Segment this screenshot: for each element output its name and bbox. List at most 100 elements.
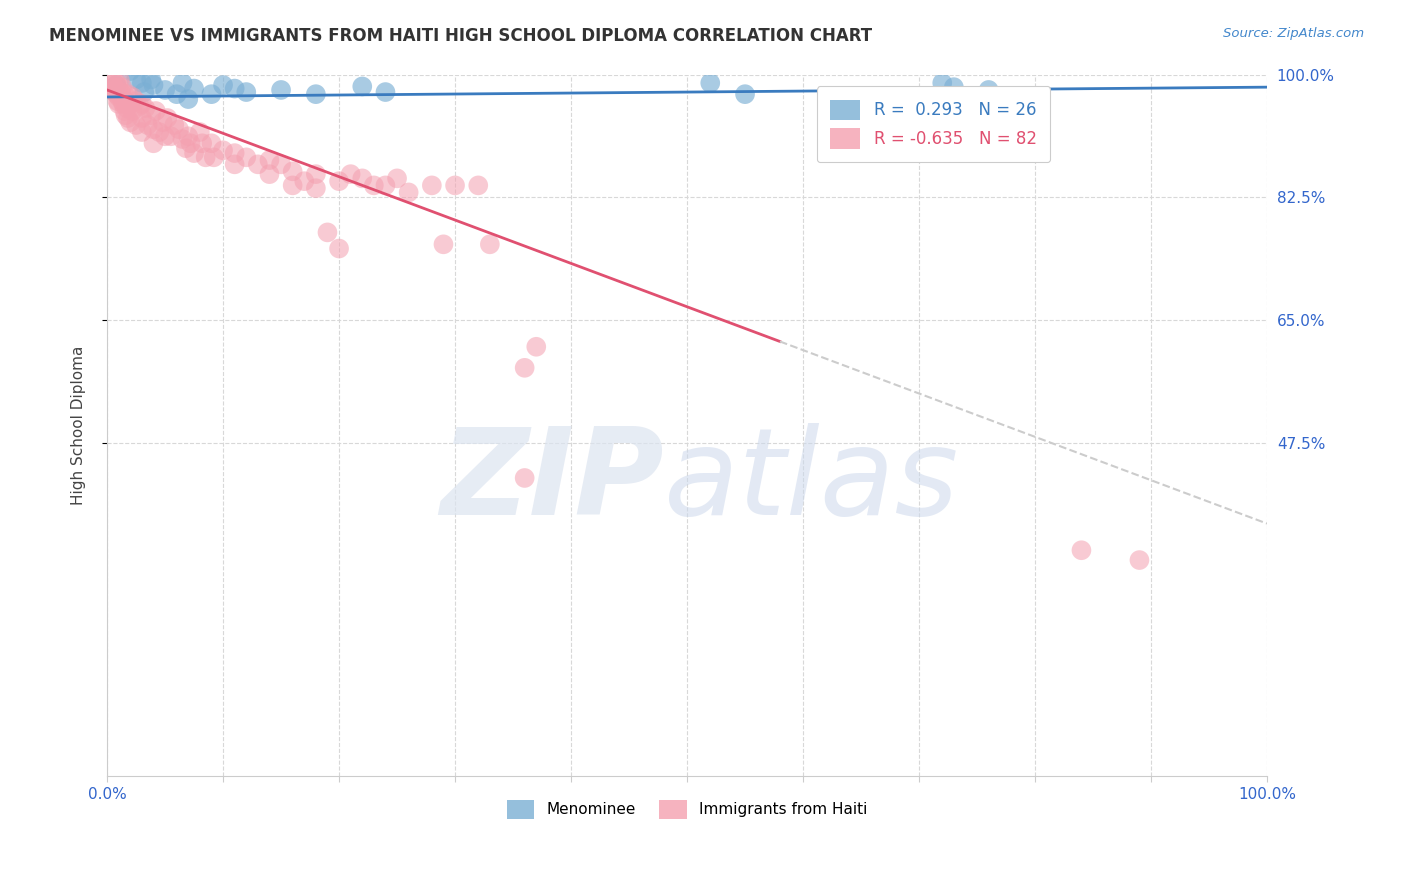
Point [224, 81, 246, 95]
Point [432, 237, 454, 252]
Point [172, 132, 194, 146]
Point [202, 150, 225, 164]
Point [142, 136, 165, 151]
Point [339, 167, 361, 181]
Point [120, 115, 142, 129]
Point [235, 150, 257, 164]
Point [385, 171, 408, 186]
Point [125, 118, 148, 132]
Point [152, 115, 174, 129]
Point [398, 186, 420, 200]
Point [131, 125, 153, 139]
Point [328, 242, 350, 256]
Point [115, 101, 138, 115]
Point [200, 87, 222, 102]
Point [105, 76, 128, 90]
Point [259, 167, 281, 181]
Point [524, 340, 547, 354]
Point [141, 72, 163, 87]
Point [246, 157, 269, 171]
Point [270, 157, 292, 171]
Point [1070, 543, 1092, 558]
Point [352, 171, 374, 186]
Point [270, 83, 292, 97]
Point [114, 94, 136, 108]
Point [128, 99, 150, 113]
Point [281, 164, 304, 178]
Point [125, 94, 148, 108]
Point [131, 111, 153, 125]
Point [111, 94, 134, 108]
Point [148, 125, 170, 139]
Point [107, 94, 129, 108]
Point [931, 76, 953, 90]
Point [136, 118, 159, 132]
Point [153, 83, 176, 97]
Point [212, 78, 235, 92]
Point [374, 85, 396, 99]
Point [478, 237, 501, 252]
Point [188, 125, 211, 139]
Point [107, 80, 129, 95]
Text: ZIP: ZIP [440, 423, 664, 540]
Point [352, 79, 374, 94]
Point [942, 80, 965, 95]
Point [108, 73, 131, 87]
Point [125, 72, 148, 87]
Point [134, 101, 156, 115]
Point [104, 85, 127, 99]
Point [120, 64, 142, 78]
Point [110, 85, 132, 99]
Point [142, 122, 165, 136]
Point [153, 129, 176, 144]
Point [292, 174, 315, 188]
Point [1128, 553, 1150, 567]
Text: Source: ZipAtlas.com: Source: ZipAtlas.com [1223, 27, 1364, 40]
Point [305, 181, 328, 195]
Point [131, 97, 153, 112]
Point [235, 85, 257, 99]
Point [114, 103, 136, 118]
Point [316, 226, 339, 240]
Point [105, 78, 128, 92]
Point [281, 178, 304, 193]
Point [160, 129, 183, 144]
Point [374, 178, 396, 193]
Legend: Menominee, Immigrants from Haiti: Menominee, Immigrants from Haiti [501, 794, 873, 825]
Point [131, 76, 153, 90]
Point [194, 150, 217, 164]
Point [467, 178, 489, 193]
Point [156, 111, 179, 125]
Point [105, 87, 128, 102]
Point [100, 83, 122, 97]
Point [183, 81, 205, 95]
Point [141, 108, 163, 122]
Point [177, 92, 200, 106]
Point [444, 178, 467, 193]
Point [142, 78, 165, 92]
Point [513, 360, 536, 375]
Point [103, 80, 125, 95]
Point [884, 99, 907, 113]
Point [134, 85, 156, 99]
Point [183, 146, 205, 161]
Point [163, 118, 186, 132]
Point [305, 87, 328, 102]
Point [224, 146, 246, 161]
Point [114, 87, 136, 102]
Point [174, 141, 197, 155]
Text: MENOMINEE VS IMMIGRANTS FROM HAITI HIGH SCHOOL DIPLOMA CORRELATION CHART: MENOMINEE VS IMMIGRANTS FROM HAITI HIGH … [49, 27, 872, 45]
Point [513, 471, 536, 485]
Point [420, 178, 443, 193]
Y-axis label: High School Diploma: High School Diploma [72, 346, 86, 505]
Point [117, 111, 139, 125]
Point [734, 87, 756, 102]
Point [363, 178, 385, 193]
Point [212, 143, 235, 157]
Point [166, 87, 188, 102]
Point [107, 90, 129, 104]
Point [191, 136, 214, 151]
Point [121, 90, 143, 104]
Point [101, 73, 124, 87]
Point [100, 78, 122, 92]
